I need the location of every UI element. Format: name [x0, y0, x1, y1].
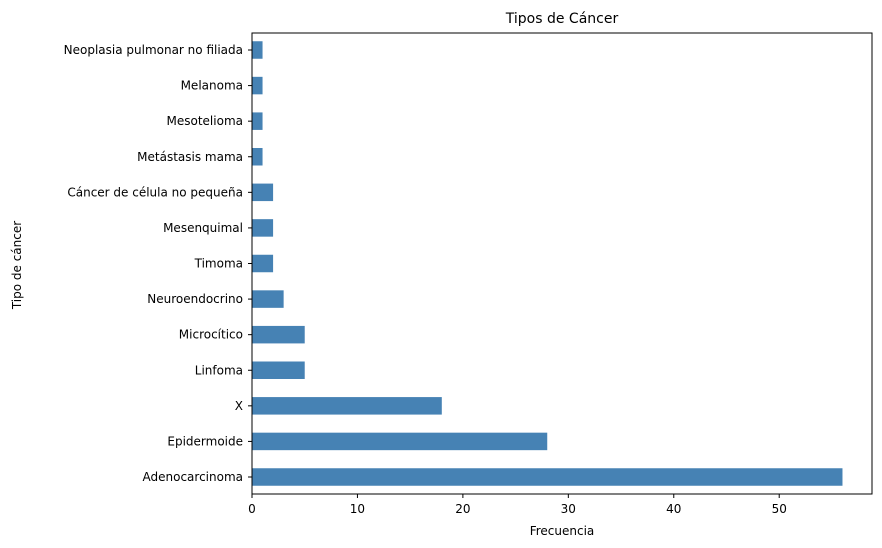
x-axis-label: Frecuencia	[530, 524, 595, 538]
y-ticks-group: Adenocarcinoma Epidermoide X Linfoma Microcí…	[64, 43, 252, 484]
bars-group	[252, 41, 843, 486]
y-tick-label: Cáncer de célula no pequeña	[67, 185, 243, 199]
bar	[252, 468, 843, 486]
y-tick-label: Adenocarcinoma	[143, 470, 244, 484]
y-tick-label: Mesenquimal	[163, 221, 243, 235]
bar	[252, 397, 442, 415]
bar	[252, 290, 284, 308]
y-tick-label: Linfoma	[195, 363, 243, 377]
bar	[252, 219, 274, 237]
x-tick-label: 0	[248, 502, 256, 516]
bar	[252, 183, 274, 202]
bar	[252, 325, 305, 344]
y-tick-label: Neoplasia pulmonar no filiada	[64, 43, 243, 57]
x-tick-label: 40	[666, 502, 681, 516]
y-tick-label: Metástasis mama	[137, 150, 243, 164]
y-axis-label: Tipo de cáncer	[10, 221, 24, 310]
y-tick-label: X	[235, 399, 243, 413]
y-tick-label: Timoma	[194, 257, 243, 271]
y-tick-label: Melanoma	[181, 79, 243, 93]
bar	[252, 148, 263, 166]
bar	[252, 112, 263, 130]
bar	[252, 254, 274, 273]
bar	[252, 361, 305, 379]
x-tick-label: 50	[772, 502, 787, 516]
y-tick-label: Mesotelioma	[167, 114, 243, 128]
x-tick-label: 10	[350, 502, 365, 516]
y-tick-label: Epidermoide	[167, 434, 243, 448]
plot-frame	[251, 32, 873, 495]
x-ticks-group: 0 10 20 30 40 50	[248, 494, 787, 516]
bar	[252, 41, 263, 59]
bar	[252, 432, 548, 451]
x-tick-label: 20	[455, 502, 470, 516]
y-tick-label: Microcítico	[179, 328, 243, 342]
y-tick-label: Neuroendocrino	[147, 292, 243, 306]
x-tick-label: 30	[561, 502, 576, 516]
chart-title: Tipos de Cáncer	[505, 11, 619, 27]
bar	[252, 76, 263, 95]
